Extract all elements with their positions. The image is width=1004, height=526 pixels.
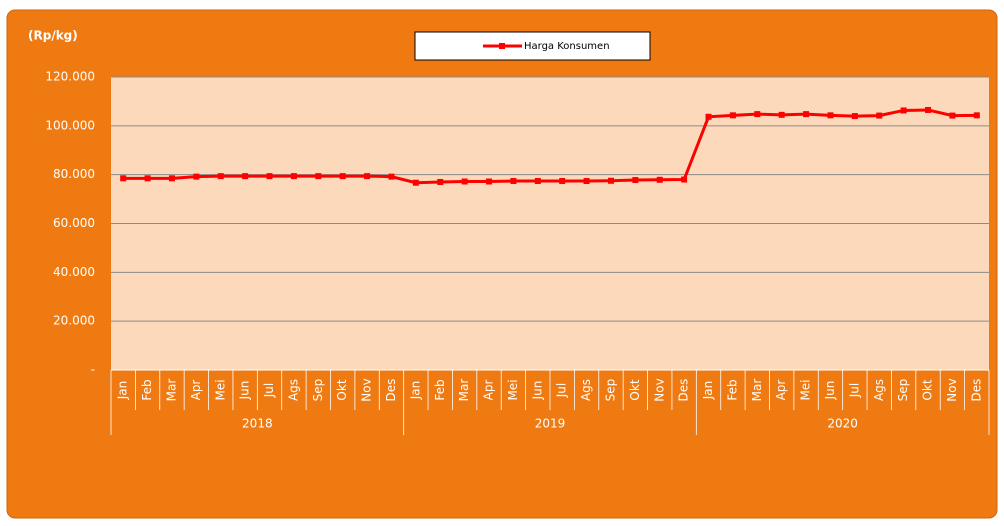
x-tick-label: Mar [164, 379, 178, 402]
marker [729, 112, 736, 119]
marker [973, 112, 980, 119]
group-label: 2019 [535, 417, 566, 431]
marker [388, 173, 395, 180]
marker [168, 175, 175, 182]
group-label: 2018 [242, 417, 273, 431]
y-tick-label: 60.000 [53, 216, 95, 230]
x-tick-label: Apr [482, 380, 496, 401]
x-tick-label: Sep [896, 379, 910, 402]
x-tick-label: Jan [116, 381, 130, 401]
x-tick-label: Sep [603, 379, 617, 402]
y-tick-label: 120.000 [45, 70, 95, 84]
marker [534, 178, 541, 185]
marker [925, 106, 932, 113]
x-tick-label: Ags [286, 379, 300, 401]
marker [803, 111, 810, 118]
x-tick-label: Ags [872, 379, 886, 401]
x-tick-label: Okt [628, 379, 642, 400]
y-tick-label: 100.000 [45, 118, 95, 132]
line-series [123, 108, 977, 185]
group-label: 2020 [827, 417, 858, 431]
y-tick-label: - [91, 363, 95, 377]
x-tick-label: Okt [921, 379, 935, 400]
marker [851, 113, 858, 120]
marker [656, 176, 663, 183]
marker [437, 178, 444, 185]
x-tick-label: Apr [774, 380, 788, 401]
marker [900, 107, 907, 114]
legend-label: Harga Konsumen [524, 41, 610, 52]
marker [876, 112, 883, 119]
marker [949, 112, 956, 119]
marker [559, 178, 566, 185]
legend-box [414, 31, 651, 61]
y-tick-label: 80.000 [53, 167, 95, 181]
x-tick-label: Nov [360, 378, 374, 401]
marker [120, 175, 127, 182]
x-tick-label: Feb [725, 379, 739, 400]
marker [510, 178, 517, 185]
x-tick-label: Nov [652, 378, 666, 401]
x-tick-label: Mei [213, 379, 227, 400]
marker [144, 175, 151, 182]
x-tick-label: Feb [140, 379, 154, 400]
marker [242, 173, 249, 180]
x-tick-label: Jul [262, 383, 276, 398]
x-tick-label: Okt [335, 379, 349, 400]
marker [754, 111, 761, 118]
marker [461, 178, 468, 185]
x-tick-label: Mei [799, 379, 813, 400]
y-tick-label: 40.000 [53, 265, 95, 279]
marker [681, 176, 688, 183]
x-tick-label: Des [384, 379, 398, 402]
marker [705, 113, 712, 120]
x-tick-label: Nov [945, 378, 959, 401]
x-tick-label: Mar [457, 379, 471, 402]
x-tick-label: Jun [823, 381, 837, 401]
y-axis-label: (Rp/kg) [28, 29, 78, 43]
marker [583, 178, 590, 185]
marker [364, 173, 371, 180]
marker [412, 179, 419, 186]
marker [266, 173, 273, 180]
marker [632, 177, 639, 184]
x-tick-label: Jun [238, 381, 252, 401]
x-tick-label: Des [969, 379, 983, 402]
x-tick-label: Feb [433, 379, 447, 400]
x-tick-label: Des [677, 379, 691, 402]
x-tick-label: Jul [847, 383, 861, 398]
x-tick-label: Apr [189, 380, 203, 401]
marker [315, 173, 322, 180]
marker [193, 173, 200, 180]
x-tick-label: Mar [750, 379, 764, 402]
x-tick-label: Mei [506, 379, 520, 400]
legend-marker [499, 43, 505, 49]
y-tick-label: 20.000 [53, 314, 95, 328]
marker [778, 111, 785, 118]
marker [339, 173, 346, 180]
marker [607, 177, 614, 184]
x-tick-label: Jan [408, 381, 422, 401]
marker [217, 173, 224, 180]
marker [827, 112, 834, 119]
x-tick-label: Ags [579, 379, 593, 401]
marker [290, 173, 297, 180]
x-tick-label: Jun [530, 381, 544, 401]
x-tick-label: Jan [701, 381, 715, 401]
x-tick-label: Sep [311, 379, 325, 402]
x-tick-label: Jul [555, 383, 569, 398]
marker [486, 178, 493, 185]
